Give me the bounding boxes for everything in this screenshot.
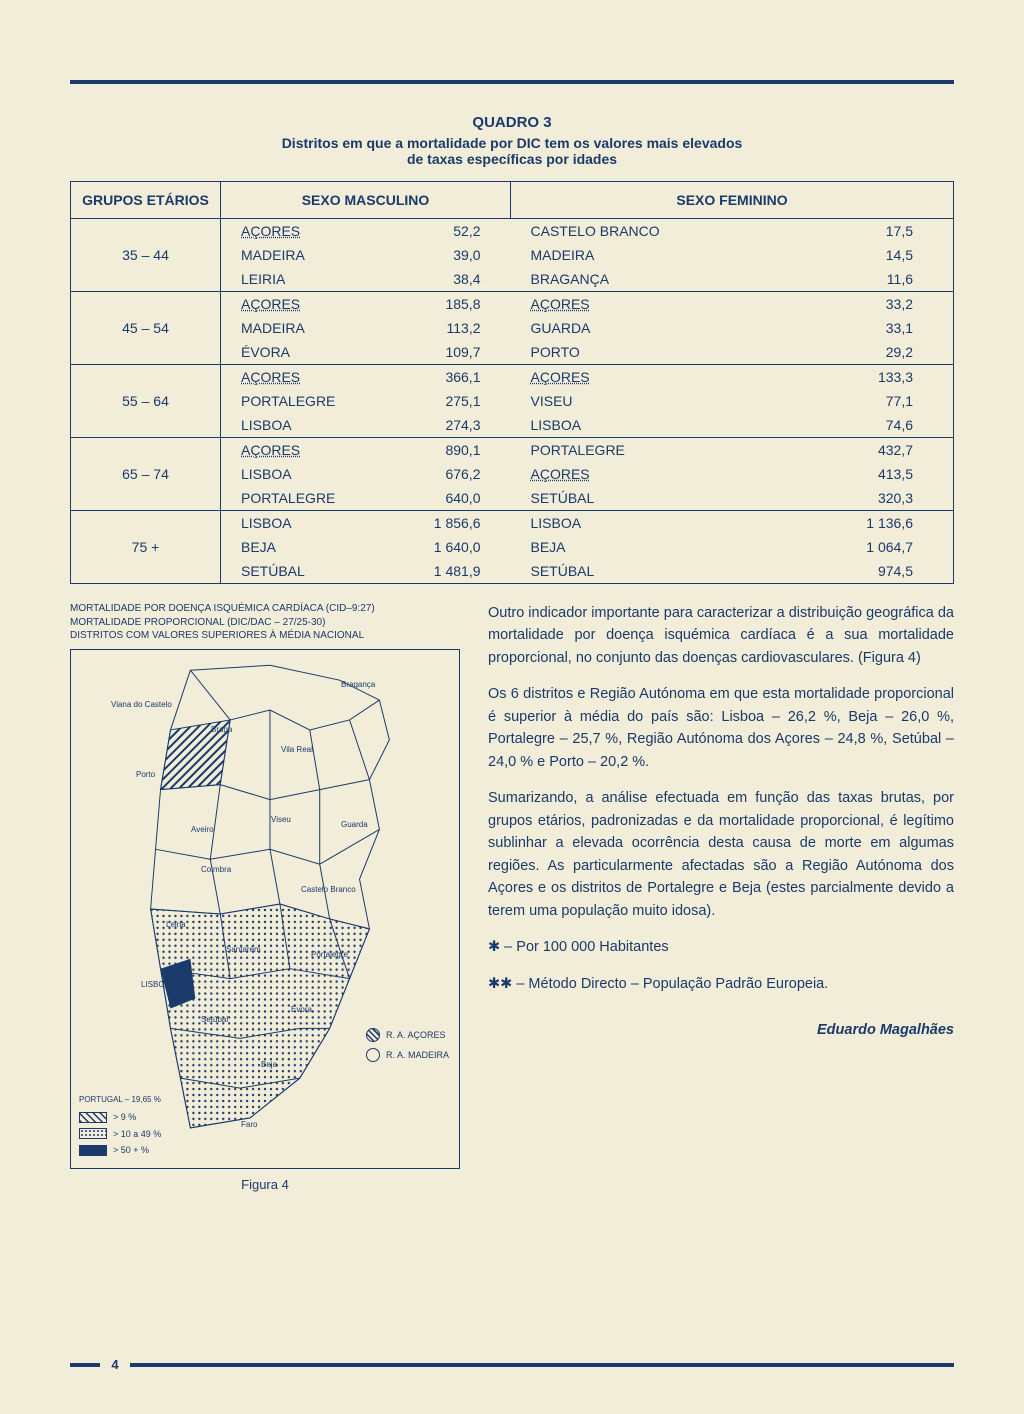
table-row: LEIRIA38,4BRAGANÇA11,6 — [71, 267, 954, 292]
mortality-table: GRUPOS ETÁRIOS SEXO MASCULINO SEXO FEMIN… — [70, 181, 954, 584]
figure-label: Figura 4 — [70, 1177, 460, 1192]
hdr-fem: SEXO FEMININO — [511, 182, 954, 219]
table-row: AÇORES366,1AÇORES133,3 — [71, 365, 954, 390]
quadro-subtitle: Distritos em que a mortalidade por DIC t… — [70, 135, 954, 167]
table-row: AÇORES52,2CASTELO BRANCO17,5 — [71, 219, 954, 244]
table-row: 55 – 64PORTALEGRE275,1VISEU77,1 — [71, 389, 954, 413]
island-legend: R. A. AÇORES R. A. MADEIRA — [366, 1028, 449, 1068]
table-row: ÉVORA109,7PORTO29,2 — [71, 340, 954, 365]
author: Eduardo Magalhães — [488, 1019, 954, 1041]
table-row: 65 – 74LISBOA676,2AÇORES413,5 — [71, 462, 954, 486]
paragraph: Sumarizando, a análise efectuada em funç… — [488, 787, 954, 922]
map-caption: MORTALIDADE POR DOENÇA ISQUÉMICA CARDÍAC… — [70, 602, 460, 643]
table-header: GRUPOS ETÁRIOS SEXO MASCULINO SEXO FEMIN… — [71, 182, 954, 219]
page-number: 4 — [100, 1357, 130, 1372]
table-row: 75 +BEJA1 640,0BEJA1 064,7 — [71, 535, 954, 559]
page-footer: 4 — [70, 1357, 954, 1372]
table-row: LISBOA274,3LISBOA74,6 — [71, 413, 954, 438]
map-legend: PORTUGAL – 19,65 % > 9 % > 10 a 49 % > 5… — [79, 1094, 161, 1160]
table-row: 45 – 54MADEIRA113,2GUARDA33,1 — [71, 316, 954, 340]
hdr-masc: SEXO MASCULINO — [221, 182, 511, 219]
table-row: AÇORES185,8AÇORES33,2 — [71, 292, 954, 317]
table-row: AÇORES890,1PORTALEGRE432,7 — [71, 438, 954, 463]
footnote: ✱✱ – Método Directo – População Padrão E… — [488, 973, 954, 995]
top-rule — [70, 80, 954, 84]
table-row: 35 – 44MADEIRA39,0MADEIRA14,5 — [71, 243, 954, 267]
map-svg — [71, 650, 459, 1168]
quadro-number: QUADRO 3 — [70, 114, 954, 131]
footnote: ✱ – Por 100 000 Habitantes — [488, 936, 954, 958]
paragraph: Os 6 distritos e Região Autónoma em que … — [488, 683, 954, 773]
table-row: SETÚBAL1 481,9SETÚBAL974,5 — [71, 559, 954, 584]
portugal-map: Viana do Castelo Braga Bragança Vila Rea… — [70, 649, 460, 1169]
table-row: PORTALEGRE640,0SETÚBAL320,3 — [71, 486, 954, 511]
hdr-grupos: GRUPOS ETÁRIOS — [71, 182, 221, 219]
map-column: MORTALIDADE POR DOENÇA ISQUÉMICA CARDÍAC… — [70, 602, 460, 1192]
table-row: LISBOA1 856,6LISBOA1 136,6 — [71, 511, 954, 536]
body-text: Outro indicador importante para caracter… — [488, 602, 954, 1192]
paragraph: Outro indicador importante para caracter… — [488, 602, 954, 669]
